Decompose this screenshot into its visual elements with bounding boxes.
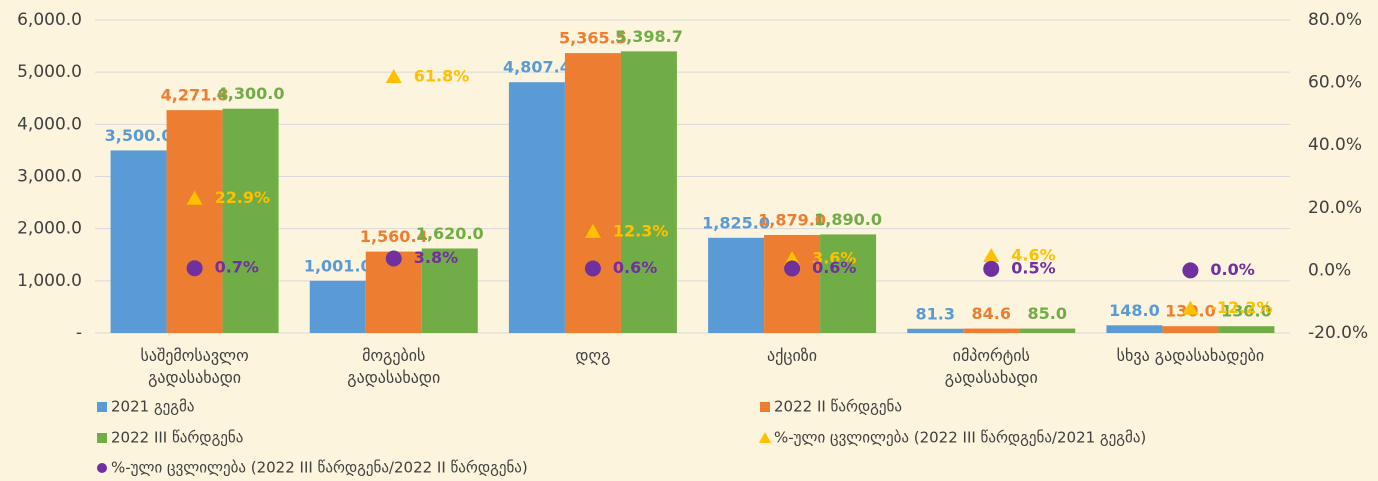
x-tick-line: დღგ <box>575 346 610 365</box>
bar-value-label: 81.3 <box>916 304 955 323</box>
x-tick-line: საშემოსავლო <box>141 346 249 365</box>
circle-marker <box>186 260 203 277</box>
y-tick-label: 2,000.0 <box>17 219 82 239</box>
y2-tick-label: 20.0% <box>1308 198 1362 218</box>
x-tick-line: აქციზი <box>767 346 817 365</box>
bar-value-label: 1,825.0 <box>702 213 770 232</box>
bar <box>1218 326 1275 333</box>
circle-marker <box>584 260 601 277</box>
marker-value-label: 12.3% <box>613 221 669 240</box>
bar <box>1162 326 1219 333</box>
legend-label: 2022 II წარდგენა <box>774 398 902 416</box>
bar <box>421 248 478 333</box>
marker-value-label: 0.0% <box>1210 260 1254 279</box>
legend-swatch <box>97 402 107 412</box>
legend-label: %-ული ცვლილება (2022 III წარდგენა/2021 გ… <box>774 429 1146 447</box>
bar-value-label: 5,398.7 <box>615 27 683 46</box>
bar <box>708 237 765 333</box>
x-tick-line: გადასახადი <box>347 368 440 387</box>
bar <box>110 150 167 333</box>
y-tick-label: 3,000.0 <box>17 167 82 187</box>
bar <box>820 234 877 333</box>
bar <box>508 82 565 334</box>
bar-value-label: 1,001.0 <box>304 256 372 275</box>
triangle-marker <box>385 68 402 83</box>
x-tick-line: გადასახადი <box>148 368 241 387</box>
legend-label: %-ული ცვლილება (2022 III წარდგენა/2022 I… <box>111 459 528 477</box>
y2-tick-label: -20.0% <box>1308 323 1368 343</box>
bar <box>907 328 964 333</box>
x-tick-label: აქციზი <box>767 346 817 365</box>
circle-marker <box>784 260 801 277</box>
triangle-marker <box>584 223 601 238</box>
triangle-marker <box>983 248 1000 263</box>
bar-value-label: 130.0 <box>1221 302 1272 321</box>
x-tick-label: სხვა გადასახადები <box>1117 346 1265 365</box>
bar-value-label: 4,300.0 <box>217 84 285 103</box>
marker-value-label: -12.2% <box>1210 298 1272 317</box>
x-tick-label: იმპორტის გადასახადი <box>945 346 1038 387</box>
x-tick-line: გადასახადი <box>945 368 1038 387</box>
bar-value-label: 4,271.8 <box>161 86 229 105</box>
bar <box>1106 325 1163 333</box>
circle-marker <box>385 250 402 267</box>
legend-label: 2021 გეგმა <box>111 398 194 416</box>
bar-value-label: 1,560.4 <box>360 227 428 246</box>
marker-value-label: 22.9% <box>215 188 271 207</box>
bar-value-label: 148.0 <box>1109 301 1160 320</box>
bar-value-label: 1,879.0 <box>758 210 826 229</box>
bar-value-label: 1,620.0 <box>416 224 484 243</box>
y-tick-label: 5,000.0 <box>17 62 82 82</box>
bar <box>309 280 366 333</box>
marker-value-label: 0.7% <box>215 258 259 277</box>
bar <box>1019 328 1076 333</box>
y2-tick-label: 80.0% <box>1308 10 1362 30</box>
bar-value-label: 5,365.5 <box>559 29 627 48</box>
y-tick-label: 6,000.0 <box>17 10 82 30</box>
marker-value-label: 3.6% <box>812 249 856 268</box>
triangle-marker <box>186 190 203 205</box>
x-tick-label: საშემოსავლო გადასახადი <box>141 346 249 387</box>
bar-value-label: 84.6 <box>972 304 1011 323</box>
y2-tick-label: 60.0% <box>1308 73 1362 93</box>
marker-value-label: 61.8% <box>414 66 470 85</box>
bar-value-label: 4,807.4 <box>503 58 571 77</box>
legend-label: 2022 III წარდგენა <box>111 429 243 447</box>
triangle-marker <box>1182 300 1199 315</box>
bar <box>564 53 621 333</box>
y-tick-label: 1,000.0 <box>17 271 82 291</box>
legend-swatch <box>97 463 107 473</box>
bar-value-label: 3,500.0 <box>105 126 173 145</box>
y-tick-label: 4,000.0 <box>17 114 82 134</box>
marker-value-label: 4.6% <box>1011 246 1055 265</box>
x-tick-line: მოგების <box>362 346 425 365</box>
circle-marker <box>1182 262 1199 279</box>
y-tick-label: - <box>76 323 82 343</box>
bar <box>963 328 1020 333</box>
y2-tick-label: 40.0% <box>1308 135 1362 155</box>
bar <box>222 108 279 333</box>
bar-value-label: 85.0 <box>1028 304 1067 323</box>
x-tick-line: სხვა გადასახადები <box>1117 346 1265 365</box>
bar-value-label: 1,890.0 <box>814 210 882 229</box>
x-tick-label: დღგ <box>575 346 610 365</box>
legend-swatch <box>760 402 770 412</box>
circle-marker <box>983 260 1000 277</box>
marker-value-label: 0.6% <box>812 258 856 277</box>
x-tick-line: იმპორტის <box>953 346 1030 365</box>
bar <box>620 51 677 333</box>
marker-value-label: 3.8% <box>414 248 458 267</box>
x-tick-label: მოგების გადასახადი <box>347 346 440 387</box>
bar <box>166 110 223 333</box>
marker-value-label: 0.6% <box>613 258 657 277</box>
legend-swatch <box>97 433 107 443</box>
legend-swatch <box>759 432 771 443</box>
y2-tick-label: 0.0% <box>1308 260 1351 280</box>
marker-value-label: 0.5% <box>1011 258 1055 277</box>
